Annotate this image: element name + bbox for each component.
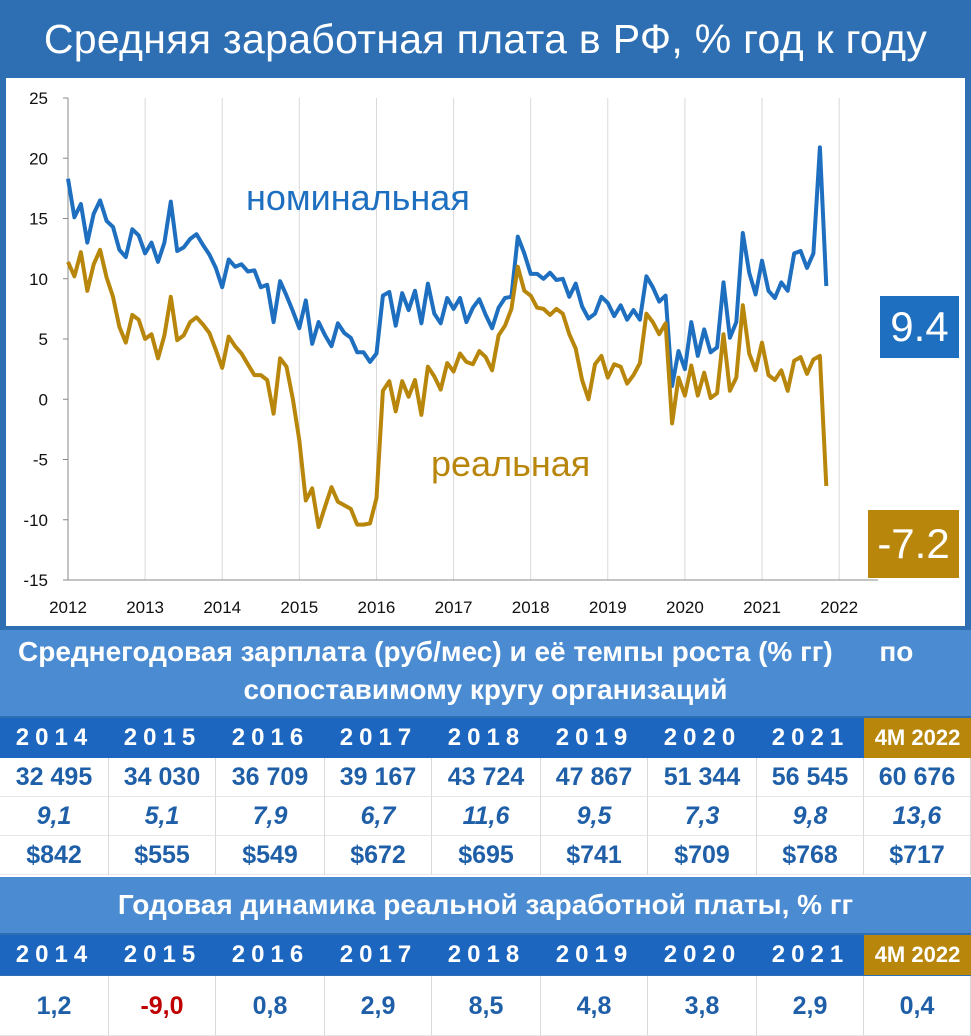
- y-tick-label: 25: [29, 89, 48, 108]
- avg-salary-table: 32 495 34 030 36 709 39 167 43 724 47 867 51 3…: [0, 758, 971, 877]
- series-line-real: [66, 247, 829, 529]
- avg-year-header: 4M 2022: [864, 718, 971, 758]
- x-tick-label: 2021: [743, 598, 781, 617]
- growth-row: 9,1 5,1 7,9 6,7 11,6 9,5 7,3 9,8 13,6: [0, 797, 971, 836]
- table-cell: 34 030: [109, 758, 216, 797]
- avg-year-header: 2017: [325, 718, 432, 758]
- usd-row: $842 $555 $549 $672 $695 $741 $709 $768 $717: [0, 836, 971, 875]
- real-year-header: 2015: [109, 935, 216, 975]
- nominal-end-value-badge: 9.4: [880, 296, 959, 358]
- table-cell: 8,5: [432, 976, 541, 1036]
- y-tick-label: -5: [33, 451, 48, 470]
- table-cell: 56 545: [757, 758, 864, 797]
- x-tick-label: 2020: [666, 598, 704, 617]
- avg-salary-header-line1: Среднегодовая зарплата (руб/мес) и её те…: [18, 636, 914, 667]
- table-cell: 11,6: [432, 797, 541, 836]
- chart-area: 2012 2013 2014 2015 2016 2017 2018 2019 2020 2021…: [6, 78, 965, 626]
- table-cell: $842: [0, 836, 109, 875]
- x-tick-label: 2017: [435, 598, 473, 617]
- avg-year-header: 2020: [648, 718, 757, 758]
- table-cell: 47 867: [541, 758, 648, 797]
- table-cell: 9,5: [541, 797, 648, 836]
- avg-year-header: 2021: [757, 718, 864, 758]
- table-cell: 4,8: [541, 976, 648, 1036]
- series-label-real: реальная: [431, 443, 590, 484]
- table-cell: 6,7: [325, 797, 432, 836]
- real-year-header: 2014: [0, 935, 109, 975]
- table-cell: 9,8: [757, 797, 864, 836]
- y-tick-label: -15: [23, 571, 48, 590]
- x-tick-label: 2016: [358, 598, 396, 617]
- table-cell: 0,8: [216, 976, 325, 1036]
- salary-row: 32 495 34 030 36 709 39 167 43 724 47 867 51 3…: [0, 758, 971, 797]
- table-cell: 5,1: [109, 797, 216, 836]
- table-cell: $555: [109, 836, 216, 875]
- table-cell: -9,0: [109, 976, 216, 1036]
- x-tick-label: 2013: [126, 598, 164, 617]
- table-cell: 7,3: [648, 797, 757, 836]
- series-line-nominal: [66, 145, 829, 388]
- table-cell: $768: [757, 836, 864, 875]
- table-cell: $741: [541, 836, 648, 875]
- avg-year-header: 2019: [541, 718, 648, 758]
- table-cell: 2,9: [325, 976, 432, 1036]
- series-label-nominal: номинальная: [246, 177, 470, 218]
- table-cell: 0,4: [864, 976, 971, 1036]
- table-cell: 9,1: [0, 797, 109, 836]
- table-cell: 7,9: [216, 797, 325, 836]
- y-tick-label: 10: [29, 270, 48, 289]
- table-cell: 36 709: [216, 758, 325, 797]
- table-cell: 51 344: [648, 758, 757, 797]
- real-end-value-badge: -7.2: [868, 510, 959, 578]
- table-cell: $695: [432, 836, 541, 875]
- table-cell: $717: [864, 836, 971, 875]
- x-tick-label: 2014: [203, 598, 241, 617]
- y-tick-label: 20: [29, 149, 48, 168]
- avg-salary-header-line2: сопоставимому кругу организаций: [243, 674, 728, 705]
- avg-year-header: 2016: [216, 718, 325, 758]
- real-salary-table: 1,2 -9,0 0,8 2,9 8,5 4,8 3,8 2,9 0,4: [0, 976, 971, 1036]
- y-tick-label: 5: [39, 330, 48, 349]
- real-year-header: 4M 2022: [864, 935, 971, 975]
- real-year-header: 2020: [648, 935, 757, 975]
- y-tick-label: -10: [23, 511, 48, 530]
- chart-title: Средняя заработная плата в РФ, % год к г…: [0, 0, 971, 78]
- avg-year-header: 2018: [432, 718, 541, 758]
- x-tick-label: 2018: [512, 598, 550, 617]
- table-cell: $672: [325, 836, 432, 875]
- table-cell: 39 167: [325, 758, 432, 797]
- line-chart: 2012 2013 2014 2015 2016 2017 2018 2019 2020 2021…: [23, 89, 878, 617]
- real-year-header: 2019: [541, 935, 648, 975]
- real-salary-header: Годовая динамика реальной заработной пла…: [0, 877, 971, 933]
- table-cell: 60 676: [864, 758, 971, 797]
- x-tick-label: 2015: [280, 598, 318, 617]
- x-tick-label: 2012: [49, 598, 87, 617]
- table-cell: 32 495: [0, 758, 109, 797]
- real-years-row: 2014 2015 2016 2017 2018 2019 2020 2021 4M 2022: [0, 935, 971, 975]
- real-year-header: 2021: [757, 935, 864, 975]
- real-values-row: 1,2 -9,0 0,8 2,9 8,5 4,8 3,8 2,9 0,4: [0, 976, 971, 1036]
- table-cell: $709: [648, 836, 757, 875]
- avg-salary-header: Среднегодовая зарплата (руб/мес) и её те…: [0, 630, 971, 716]
- avg-years-row: 2014 2015 2016 2017 2018 2019 2020 2021 4M 2022: [0, 718, 971, 758]
- table-cell: 1,2: [0, 976, 109, 1036]
- table-cell: $549: [216, 836, 325, 875]
- series-lines: [66, 145, 829, 529]
- real-year-header: 2017: [325, 935, 432, 975]
- table-cell: 2,9: [757, 976, 864, 1036]
- table-cell: 13,6: [864, 797, 971, 836]
- table-cell: 3,8: [648, 976, 757, 1036]
- avg-year-header: 2014: [0, 718, 109, 758]
- avg-year-header: 2015: [109, 718, 216, 758]
- axes: 2012 2013 2014 2015 2016 2017 2018 2019 2020 2021…: [23, 89, 878, 617]
- y-tick-label: 0: [39, 390, 48, 409]
- table-cell: 43 724: [432, 758, 541, 797]
- y-tick-label: 15: [29, 210, 48, 229]
- x-tick-label: 2019: [589, 598, 627, 617]
- real-year-header: 2018: [432, 935, 541, 975]
- x-tick-label: 2022: [820, 598, 858, 617]
- real-year-header: 2016: [216, 935, 325, 975]
